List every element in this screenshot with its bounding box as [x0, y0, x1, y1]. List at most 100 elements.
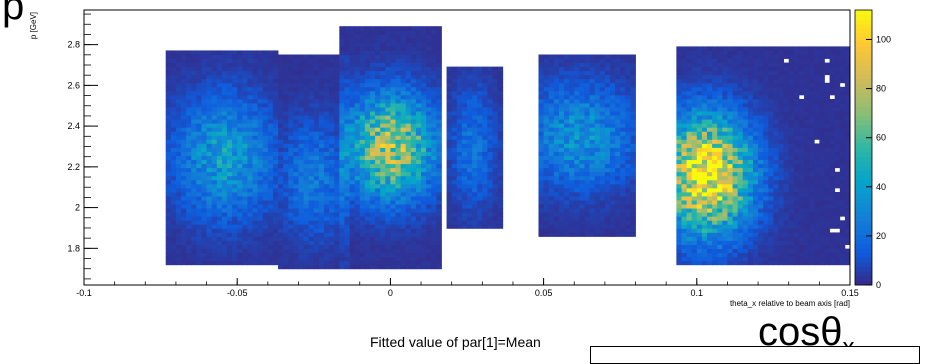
heatmap-cell [415, 143, 422, 148]
heatmap-cell [737, 103, 744, 108]
heatmap-cell [308, 175, 315, 181]
heatmap-cell [364, 66, 371, 72]
heatmap-cell [461, 171, 468, 177]
heatmap-cell [385, 196, 391, 201]
heatmap-cell [589, 119, 596, 124]
heatmap-cell [431, 30, 437, 35]
heatmap-cell [272, 228, 279, 233]
heatmap-cell [625, 147, 631, 152]
heatmap-cell [324, 58, 330, 63]
heatmap-cell [339, 159, 345, 165]
heatmap-cell [221, 244, 228, 249]
heatmap-cell [385, 248, 391, 254]
heatmap-cell [497, 200, 504, 205]
heatmap-cell [410, 38, 417, 43]
heatmap-cell [564, 103, 570, 108]
heatmap-cell [354, 220, 361, 225]
heatmap-cell [400, 42, 407, 47]
heatmap-cell [267, 147, 274, 152]
heatmap-cell [461, 208, 468, 213]
heatmap-cell [696, 94, 703, 100]
heatmap-cell [313, 135, 320, 140]
heatmap-cell [461, 70, 468, 76]
heatmap-cell [257, 111, 264, 116]
heatmap-cell [303, 204, 310, 209]
heatmap-cell [181, 208, 187, 213]
heatmap-cell [421, 232, 427, 237]
heatmap-cell [186, 70, 192, 76]
heatmap-cell [232, 204, 238, 209]
heatmap-cell [324, 183, 330, 189]
heatmap-cell [272, 115, 279, 120]
heatmap-cell [339, 151, 345, 156]
heatmap-cell [487, 107, 493, 112]
heatmap-cell [186, 74, 192, 80]
heatmap-cell [574, 228, 580, 233]
heatmap-cell [272, 58, 279, 63]
heatmap-cell [604, 175, 611, 181]
heatmap-cell [395, 244, 402, 249]
heatmap-cell [487, 90, 493, 96]
heatmap-cell [226, 151, 233, 156]
heatmap-cell [461, 139, 468, 144]
heatmap-cell [170, 224, 177, 229]
heatmap-cell [247, 143, 253, 148]
heatmap-cell [324, 82, 330, 88]
heatmap-cell [395, 30, 402, 35]
heatmap-cell [380, 155, 386, 161]
heatmap-cell [390, 204, 396, 209]
heatmap-cell [324, 78, 330, 84]
heatmap-cell [242, 260, 248, 266]
heatmap-cell [558, 224, 565, 229]
heatmap-cell [354, 62, 361, 68]
heatmap-cell [170, 74, 177, 80]
heatmap-cell [461, 191, 468, 197]
heatmap-cell [267, 216, 274, 221]
heatmap-cell [727, 107, 733, 112]
heatmap-cell [421, 74, 427, 80]
heatmap-cell [426, 66, 432, 72]
heatmap-cell [349, 111, 356, 116]
heatmap-cell [676, 94, 682, 100]
heatmap-cell [380, 147, 386, 152]
heatmap-cell [303, 179, 310, 185]
heatmap-cell [313, 159, 320, 165]
heatmap-cell [308, 208, 315, 213]
heatmap-cell [737, 232, 744, 237]
heatmap-cell [318, 123, 325, 128]
heatmap-cell [609, 62, 616, 68]
heatmap-cell [686, 46, 693, 51]
heatmap-cell [604, 90, 611, 96]
heatmap-cell [390, 244, 396, 249]
heatmap-cell [324, 179, 330, 185]
heatmap-cell [344, 103, 350, 108]
heatmap-cell [242, 147, 248, 152]
heatmap-cell [334, 260, 340, 266]
heatmap-cell [400, 163, 407, 169]
heatmap-cell [206, 147, 213, 152]
heatmap-cell [538, 175, 544, 181]
heatmap-cell [558, 135, 565, 140]
heatmap-cell [609, 131, 616, 136]
heatmap-cell [712, 107, 718, 112]
heatmap-cell [364, 70, 371, 76]
heatmap-cell [431, 147, 437, 152]
heatmap-cell [252, 50, 259, 55]
heatmap-cell [436, 204, 442, 209]
heatmap-cell [175, 155, 182, 161]
heatmap-cell [707, 131, 713, 136]
heatmap-cell [446, 90, 453, 96]
heatmap-cell [232, 216, 238, 221]
heatmap-cell [482, 70, 488, 76]
heatmap-cell [267, 94, 274, 100]
heatmap-cell [492, 208, 499, 213]
heatmap-cell [579, 204, 585, 209]
heatmap-cell [232, 200, 238, 205]
heatmap-cell [553, 183, 560, 189]
heatmap-cell [390, 62, 396, 68]
heatmap-cell [206, 90, 213, 96]
heatmap-cell [579, 228, 585, 233]
heatmap-cell [364, 208, 371, 213]
heatmap-cell [477, 200, 483, 205]
heatmap-cell [681, 159, 687, 165]
